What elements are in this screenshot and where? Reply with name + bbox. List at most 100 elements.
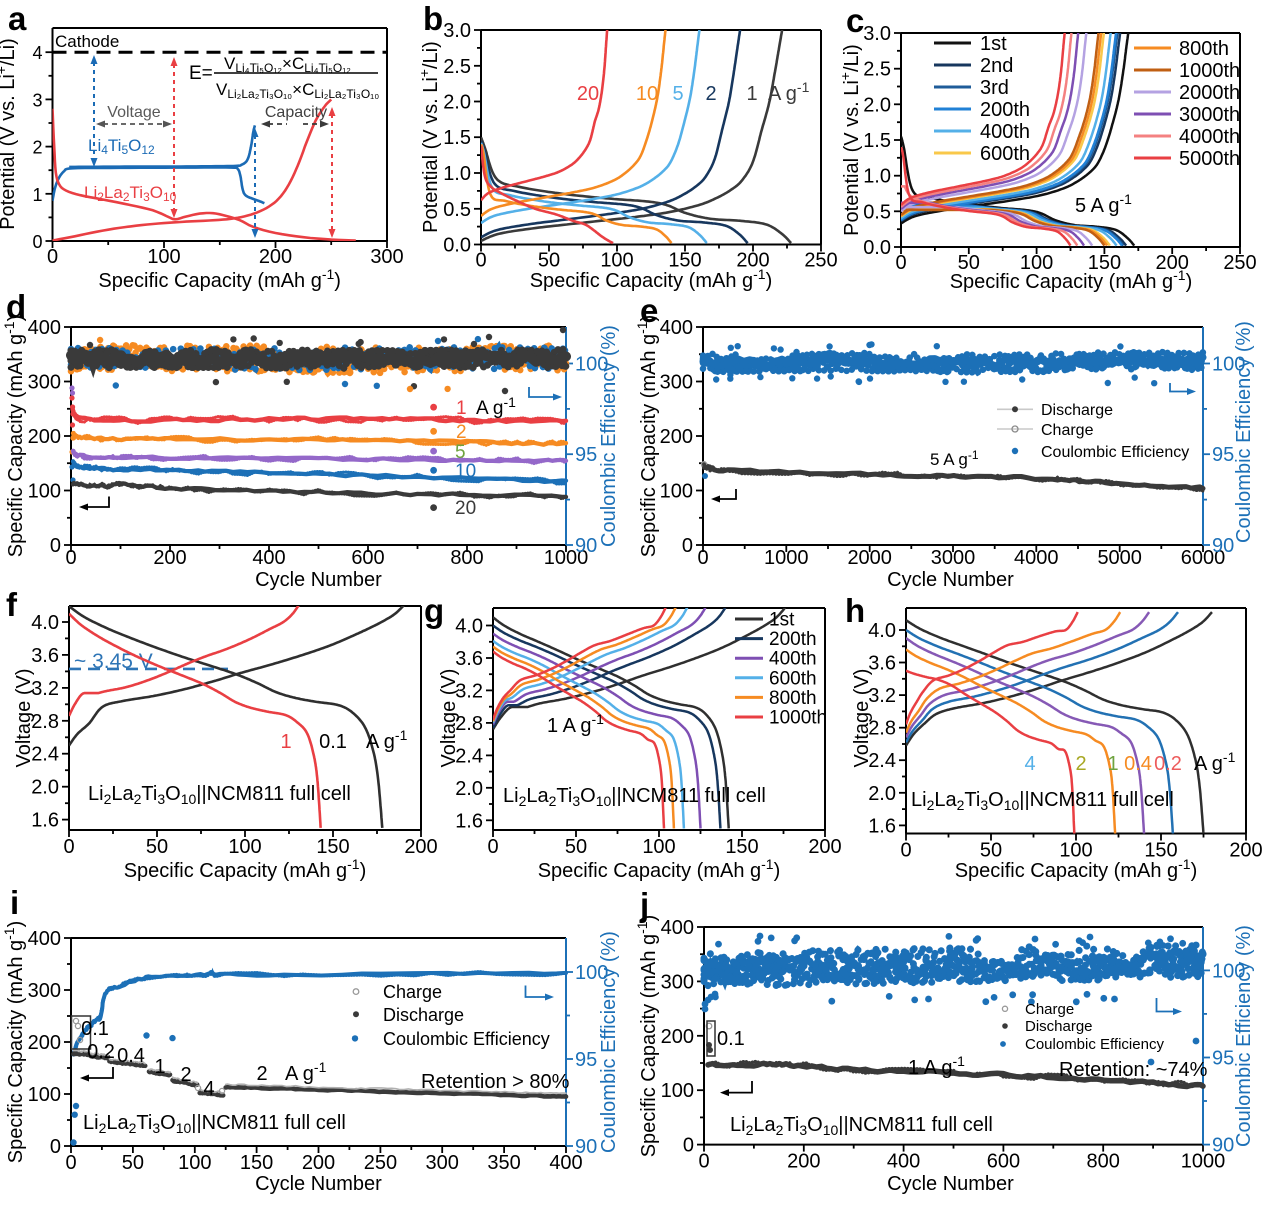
svg-text:Discharge: Discharge — [383, 1005, 464, 1025]
svg-text:3000: 3000 — [931, 547, 976, 569]
svg-text:0: 0 — [50, 1136, 61, 1158]
svg-text:200th: 200th — [980, 99, 1030, 121]
svg-text:Cathode: Cathode — [55, 32, 119, 51]
svg-text:Retention > 80%: Retention > 80% — [421, 1071, 570, 1093]
svg-text:1000th: 1000th — [1179, 60, 1240, 82]
svg-text:2.4: 2.4 — [455, 745, 483, 767]
svg-text:2nd: 2nd — [980, 55, 1013, 77]
svg-text:0.0: 0.0 — [863, 237, 891, 259]
svg-text:Charge: Charge — [1025, 1001, 1074, 1018]
svg-text:0: 0 — [895, 252, 906, 274]
svg-text:j: j — [639, 886, 649, 923]
svg-text:Coulombic Efficiency: Coulombic Efficiency — [1041, 444, 1189, 461]
svg-text:600th: 600th — [769, 668, 817, 689]
svg-text:1.0: 1.0 — [443, 163, 471, 185]
svg-text:Li2​La2​Ti3​O10​||NCM811 full: Li2​La2​Ti3​O10​||NCM811 full cell — [911, 789, 1174, 813]
svg-text:Coulombic Efficiency: Coulombic Efficiency — [383, 1029, 550, 1049]
svg-text:g: g — [424, 592, 444, 629]
svg-text:2: 2 — [1075, 753, 1086, 775]
svg-text:300: 300 — [661, 971, 694, 993]
svg-text:3rd: 3rd — [980, 77, 1009, 99]
svg-text:2000th: 2000th — [1179, 82, 1240, 104]
svg-text:5: 5 — [672, 83, 683, 105]
svg-text:350: 350 — [487, 1152, 520, 1174]
svg-text:1.5: 1.5 — [443, 127, 471, 149]
svg-text:600: 600 — [987, 1151, 1020, 1173]
svg-text:h: h — [845, 592, 865, 629]
svg-text:90: 90 — [575, 535, 597, 557]
svg-text:6000: 6000 — [1181, 547, 1226, 569]
svg-text:150: 150 — [316, 836, 349, 858]
svg-text:200th: 200th — [769, 629, 817, 650]
svg-text:Specific Capacity (mAh g-1​): Specific Capacity (mAh g-1​) — [950, 267, 1193, 293]
svg-text:100: 100 — [1212, 354, 1245, 376]
svg-text:0.1: 0.1 — [319, 731, 347, 753]
svg-text:50: 50 — [538, 250, 560, 272]
svg-text:1: 1 — [280, 731, 291, 753]
svg-text:0.5: 0.5 — [443, 199, 471, 221]
svg-text:200: 200 — [661, 1026, 694, 1048]
svg-text:0: 0 — [50, 535, 61, 557]
svg-text:50: 50 — [565, 836, 587, 858]
svg-text:Capacity: Capacity — [265, 104, 327, 121]
svg-text:100: 100 — [28, 1084, 61, 1106]
svg-text:200: 200 — [302, 1152, 335, 1174]
svg-text:Potential (V vs. Li+​/Li): Potential (V vs. Li+​/Li) — [837, 44, 863, 236]
svg-text:100: 100 — [660, 481, 693, 503]
svg-text:200: 200 — [1229, 840, 1262, 862]
svg-text:0.2: 0.2 — [1154, 753, 1182, 775]
svg-text:100: 100 — [147, 246, 180, 268]
svg-text:150: 150 — [725, 836, 758, 858]
svg-text:0.1: 0.1 — [81, 1018, 109, 1040]
svg-text:1.6: 1.6 — [455, 810, 483, 832]
svg-text:95: 95 — [1212, 444, 1234, 466]
svg-text:200: 200 — [259, 246, 292, 268]
svg-text:Charge: Charge — [383, 982, 442, 1002]
svg-text:200: 200 — [660, 426, 693, 448]
svg-text:0.2: 0.2 — [87, 1041, 115, 1063]
svg-text:200: 200 — [736, 250, 769, 272]
svg-text:50: 50 — [980, 840, 1002, 862]
svg-text:0.0: 0.0 — [443, 235, 471, 257]
svg-text:5 A g-1​: 5 A g-1​ — [930, 448, 979, 469]
svg-text:Voltage (V): Voltage (V) — [13, 669, 35, 768]
svg-text:e: e — [640, 292, 658, 329]
svg-text:Specific Capacity (mAh g-1​): Specific Capacity (mAh g-1​) — [1, 315, 27, 558]
svg-text:100: 100 — [1212, 960, 1245, 982]
svg-text:400th: 400th — [769, 649, 817, 670]
svg-text:a: a — [8, 0, 27, 37]
svg-text:20: 20 — [577, 83, 599, 105]
svg-text:2: 2 — [180, 1064, 191, 1086]
svg-text:100: 100 — [28, 481, 61, 503]
svg-text:1.6: 1.6 — [868, 815, 896, 837]
svg-text:f: f — [6, 586, 18, 623]
svg-text:1: 1 — [32, 185, 42, 205]
svg-text:Specific Capacity (mAh g-1​): Specific Capacity (mAh g-1​) — [98, 266, 341, 292]
svg-text:c: c — [846, 2, 864, 39]
svg-text:Coulombic Efficiency (%): Coulombic Efficiency (%) — [1233, 925, 1255, 1147]
svg-text:2.8: 2.8 — [455, 713, 483, 735]
svg-text:0: 0 — [487, 836, 498, 858]
svg-text:0.4: 0.4 — [1124, 753, 1152, 775]
svg-text:90: 90 — [575, 1136, 597, 1158]
svg-text:0: 0 — [65, 1152, 76, 1174]
svg-text:800th: 800th — [769, 688, 817, 709]
svg-text:200: 200 — [404, 836, 437, 858]
svg-text:~ 3.45 V: ~ 3.45 V — [74, 650, 153, 673]
svg-text:300: 300 — [370, 246, 403, 268]
svg-text:Coulombic Efficiency: Coulombic Efficiency — [1025, 1036, 1164, 1053]
svg-text:100: 100 — [661, 1080, 694, 1102]
svg-text:Coulombic Efficiency (%): Coulombic Efficiency (%) — [598, 931, 620, 1153]
svg-text:150: 150 — [1088, 252, 1121, 274]
svg-text:4.0: 4.0 — [31, 612, 59, 634]
svg-text:4.0: 4.0 — [868, 620, 896, 642]
svg-text:3.2: 3.2 — [31, 678, 59, 700]
svg-text:Specific Capacity (mAh g-1​): Specific Capacity (mAh g-1​) — [538, 856, 781, 882]
svg-text:800th: 800th — [1179, 38, 1229, 60]
svg-text:50: 50 — [146, 836, 168, 858]
svg-text:600: 600 — [351, 547, 384, 569]
svg-text:150: 150 — [668, 250, 701, 272]
svg-text:Discharge: Discharge — [1041, 402, 1113, 419]
svg-text:2.0: 2.0 — [443, 92, 471, 114]
svg-text:150: 150 — [240, 1152, 273, 1174]
